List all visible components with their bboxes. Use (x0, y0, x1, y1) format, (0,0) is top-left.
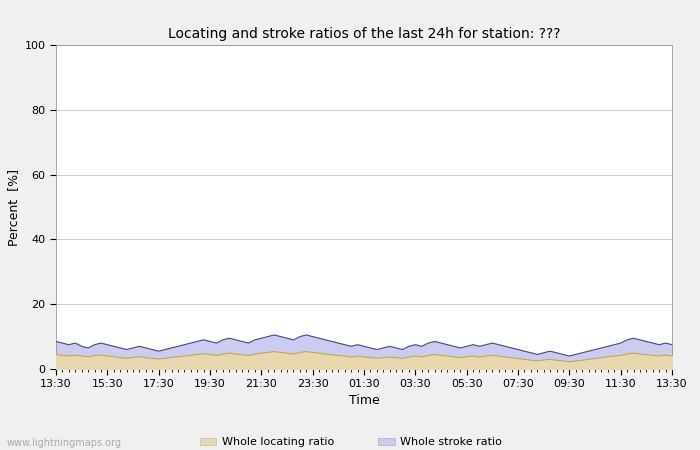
X-axis label: Time: Time (349, 394, 379, 407)
Text: www.lightningmaps.org: www.lightningmaps.org (7, 438, 122, 448)
Title: Locating and stroke ratios of the last 24h for station: ???: Locating and stroke ratios of the last 2… (168, 27, 560, 41)
Y-axis label: Percent  [%]: Percent [%] (8, 168, 20, 246)
Legend: Whole locating ratio, Locating ratio station ???, Whole stroke ratio, Stroke rat: Whole locating ratio, Locating ratio sta… (195, 433, 533, 450)
